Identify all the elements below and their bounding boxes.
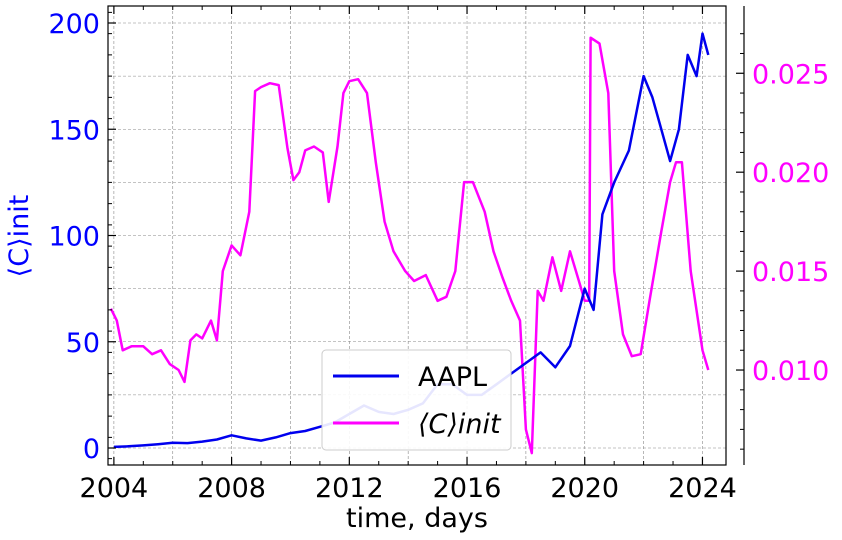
right-tick-label: 0.010 [752,356,829,387]
x-tick-label: 2008 [197,473,266,504]
x-tick-label: 2012 [315,473,384,504]
legend-label-cinit: ⟨C⟩init [418,409,502,440]
x-axis-label: time, days [346,503,488,534]
x-tick-label: 2016 [433,473,502,504]
left-tick-label: 100 [48,222,100,253]
left-tick-label: 150 [48,115,100,146]
series-cinit-line [109,36,710,455]
x-tick-label: 2020 [550,473,619,504]
right-tick-label: 0.025 [752,59,829,90]
left-tick-label: 200 [48,9,100,40]
left-axis-label: ⟨C⟩init [4,195,35,278]
legend: AAPL ⟨C⟩init [321,349,512,451]
left-tick-label: 50 [66,328,100,359]
axis-ticks: 2004 2008 2012 2016 2020 2024 0 50 100 150 200 0.01… [48,6,829,504]
grid-lines [108,6,726,465]
right-tick-label: 0.015 [752,257,829,288]
right-tick-label: 0.020 [752,158,829,189]
legend-label-aapl: AAPL [418,362,487,393]
x-tick-label: 2004 [80,473,149,504]
left-tick-label: 0 [83,434,100,465]
x-tick-label: 2024 [668,473,737,504]
